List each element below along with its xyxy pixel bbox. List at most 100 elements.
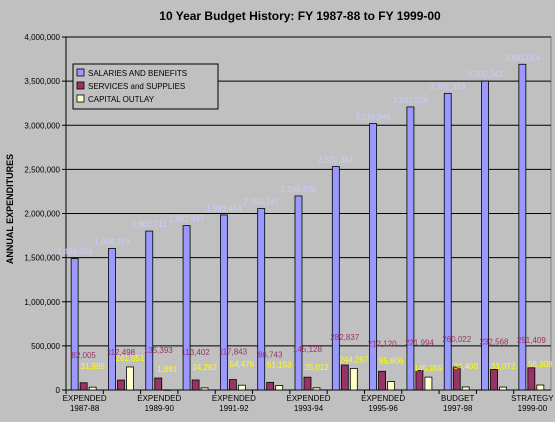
data-label: 34,400 [453, 362, 478, 371]
data-label: 3,019,045 [355, 113, 391, 122]
data-label: 82,005 [71, 351, 96, 360]
x-tick-label: STRATEGY [511, 394, 554, 403]
bar [117, 379, 125, 391]
data-label: 221,994 [405, 338, 434, 347]
data-label: 112,498 [107, 348, 136, 357]
bar [369, 123, 378, 391]
data-label: 33,072 [491, 362, 516, 371]
y-tick-label: 3,500,000 [24, 77, 60, 86]
data-label: 2,198,830 [281, 185, 317, 194]
chart-title: 10 Year Budget History: FY 1987-88 to FY… [159, 9, 441, 23]
bar [481, 80, 489, 391]
data-label: 260,022 [442, 335, 471, 344]
bar [536, 384, 545, 391]
y-tick-label: 3,000,000 [24, 121, 60, 130]
bar [145, 230, 154, 391]
data-label: 3,500,343 [467, 70, 503, 79]
bar [191, 379, 200, 391]
bar [200, 387, 209, 391]
bar [275, 385, 284, 391]
data-label: 2,531,351 [318, 156, 354, 165]
bar [452, 366, 461, 391]
x-tick-label: EXPENDED [63, 394, 107, 403]
y-tick-label: 0 [56, 386, 61, 395]
bar [387, 381, 396, 391]
y-tick-label: 2,500,000 [24, 165, 60, 174]
x-tick-label: EXPENDED [212, 394, 256, 403]
y-axis-title: ANNUAL EXPENDITURES [5, 154, 15, 264]
data-label: 282,837 [330, 333, 359, 342]
data-label: 86,743 [258, 350, 283, 359]
data-label: 24,282 [192, 363, 217, 372]
legend-swatch [76, 94, 85, 103]
x-tick-label: 1991-92 [219, 404, 249, 413]
bar [266, 381, 275, 391]
bar [349, 368, 358, 391]
bar [378, 370, 387, 391]
bar [518, 63, 527, 391]
x-tick-label: EXPENDED [137, 394, 181, 403]
bar [331, 166, 340, 391]
bar [219, 214, 228, 391]
data-label: 51,153 [267, 360, 292, 369]
data-label: 2,056,147 [243, 198, 279, 207]
data-label: 145,128 [293, 345, 322, 354]
bar [70, 258, 79, 391]
bar [294, 195, 303, 391]
x-tick-label: EXPENDED [361, 394, 405, 403]
data-label: 56,308 [528, 360, 553, 369]
data-label: 3,691,054 [505, 53, 541, 62]
x-tick-label: 1993-94 [294, 404, 324, 413]
data-label: 261,051 [116, 354, 145, 363]
legend-label: SERVICES and SUPPLIES [88, 82, 185, 91]
legend-box [72, 63, 219, 110]
legend: SALARIES AND BENEFITS SERVICES and SUPPLI… [72, 63, 219, 110]
data-label: 54,476 [230, 360, 255, 369]
y-tick-label: 1,500,000 [24, 254, 60, 263]
data-label: 1,800,711 [132, 220, 168, 229]
bar [499, 386, 507, 391]
legend-label: CAPITAL OUTLAY [88, 95, 155, 104]
bar [182, 225, 191, 391]
data-label: 232,568 [480, 337, 509, 346]
data-label: 251,409 [517, 336, 546, 345]
y-tick-label: 1,000,000 [24, 298, 60, 307]
bar [154, 377, 163, 391]
data-label: 1,862,647 [169, 215, 205, 224]
bar [88, 386, 97, 391]
legend-swatch [76, 81, 85, 90]
bar [415, 370, 424, 391]
data-label: 1,983,454 [206, 204, 242, 213]
bar [257, 208, 266, 391]
data-label: 212,120 [368, 339, 397, 348]
bar [108, 248, 116, 391]
y-tick-label: 2,000,000 [24, 210, 60, 219]
bar [527, 367, 536, 391]
bar [340, 364, 349, 391]
bar [443, 92, 452, 391]
data-label: 113,402 [181, 348, 210, 357]
x-tick-label: 1997-98 [443, 404, 473, 413]
data-label: 95,606 [379, 357, 404, 366]
bar [461, 386, 470, 391]
data-label: 145,959 [414, 364, 443, 373]
bar [237, 384, 246, 391]
data-label: 117,843 [219, 348, 248, 357]
bar [228, 379, 237, 391]
data-label: 1,604,273 [94, 237, 130, 246]
bar [312, 387, 321, 391]
data-label: 3,361,363 [430, 82, 466, 91]
legend-swatch [76, 68, 85, 77]
x-tick-label: EXPENDED [286, 394, 330, 403]
legend-label: SALARIES AND BENEFITS [88, 69, 187, 78]
x-tick-label: 1989-90 [145, 404, 175, 413]
bar [490, 369, 498, 391]
x-tick-label: 1987-88 [70, 404, 100, 413]
y-tick-label: 4,000,000 [24, 33, 60, 42]
bar [424, 376, 433, 391]
bar [406, 106, 415, 391]
data-label: 31,995 [80, 362, 105, 371]
bar [163, 389, 172, 391]
data-label: 1,489,569 [57, 248, 93, 257]
